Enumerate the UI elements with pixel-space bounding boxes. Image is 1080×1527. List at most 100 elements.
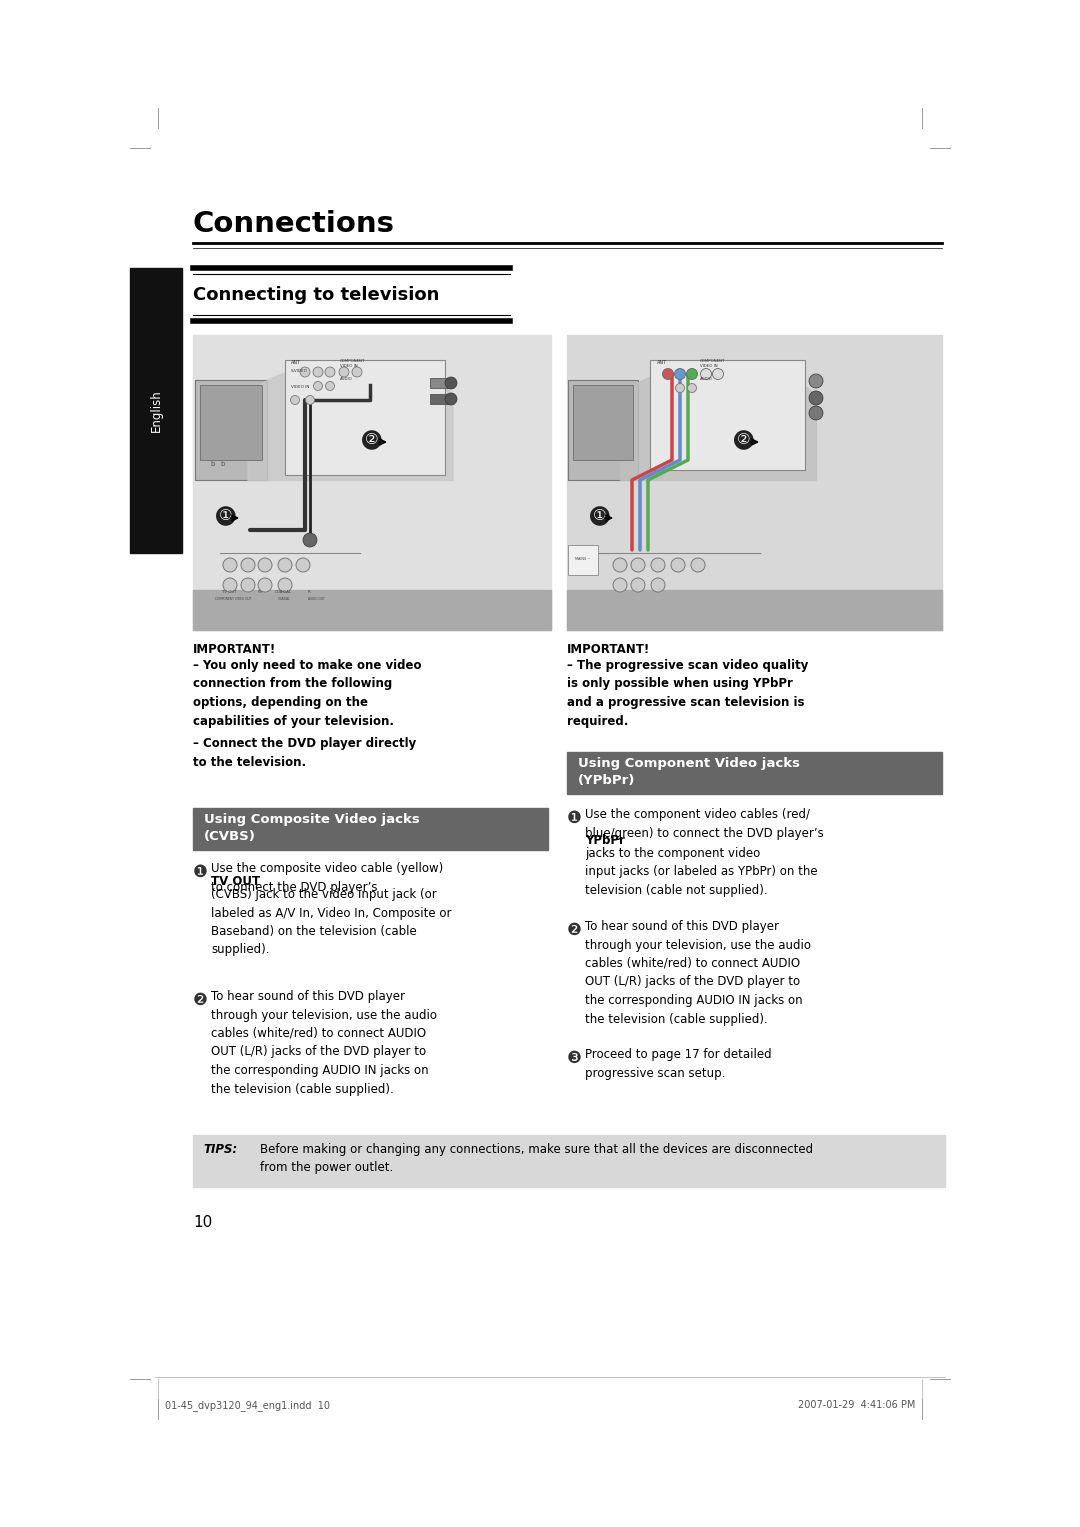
Circle shape [241,557,255,573]
Bar [193,334,551,631]
Bar [430,394,448,405]
Circle shape [445,392,457,405]
Text: b: b [220,461,225,467]
Text: IMPORTANT!: IMPORTANT! [193,643,276,657]
Circle shape [313,366,323,377]
Text: – Connect the DVD player directly
to the television.: – Connect the DVD player directly to the… [193,738,416,768]
Text: To hear sound of this DVD player
through your television, use the audio
cables (: To hear sound of this DVD player through… [211,989,437,1095]
Text: Using Composite Video jacks: Using Composite Video jacks [204,812,420,826]
Bar [568,380,638,479]
Bar [567,751,942,794]
Text: Using Component Video jacks: Using Component Video jacks [578,757,800,770]
Circle shape [325,382,335,391]
Bar [193,808,548,851]
Circle shape [296,557,310,573]
Bar [285,360,445,475]
Circle shape [651,557,665,573]
Text: AUDIO: AUDIO [340,377,353,382]
Text: IMPORTANT!: IMPORTANT! [567,643,650,657]
Text: VIDEO IN: VIDEO IN [700,363,717,368]
Text: TV OUT: TV OUT [222,589,237,594]
Circle shape [675,383,685,392]
Bar [193,589,551,631]
Text: Pb: Pb [258,589,262,594]
Bar [567,334,942,631]
Circle shape [300,366,310,377]
Circle shape [671,557,685,573]
Bar [200,385,262,460]
Circle shape [651,579,665,592]
Text: ❷: ❷ [567,921,582,939]
Text: TIPS:: TIPS: [203,1144,238,1156]
Text: ①: ① [219,508,232,524]
Circle shape [631,579,645,592]
Text: Connections: Connections [193,211,395,238]
Circle shape [278,557,292,573]
Text: 2007-01-29  4:41:06 PM: 2007-01-29 4:41:06 PM [798,1400,915,1409]
Text: ②: ② [737,432,751,447]
Circle shape [258,579,272,592]
Circle shape [241,579,255,592]
Text: COMPONENT: COMPONENT [700,359,726,363]
Circle shape [675,368,686,380]
Circle shape [258,557,272,573]
Circle shape [687,368,698,380]
Circle shape [809,391,823,405]
Circle shape [325,366,335,377]
Text: S-VIDEO: S-VIDEO [291,370,308,373]
Bar [650,360,805,470]
Text: TV OUT: TV OUT [211,875,260,889]
Text: AUDIO: AUDIO [700,377,713,382]
Text: VIDEO IN: VIDEO IN [340,363,357,368]
Text: ANT: ANT [291,360,301,365]
Text: – You only need to make one video
connection from the following
options, dependi: – You only need to make one video connec… [193,660,421,727]
Text: YPbPr: YPbPr [585,834,625,847]
Circle shape [291,395,299,405]
Text: ❶: ❶ [193,863,207,881]
Circle shape [303,533,318,547]
Text: b: b [210,461,214,467]
Bar [568,545,598,576]
Bar [573,385,633,460]
Bar [193,1135,945,1186]
Circle shape [222,579,237,592]
Circle shape [352,366,362,377]
Bar [430,379,448,388]
Circle shape [222,557,237,573]
Text: English: English [149,389,162,432]
Text: To hear sound of this DVD player
through your television, use the audio
cables (: To hear sound of this DVD player through… [585,919,811,1026]
Text: COMPONENT: COMPONENT [340,359,365,363]
Text: 10: 10 [193,1215,213,1231]
Text: jacks to the component video
input jacks (or labeled as YPbPr) on the
television: jacks to the component video input jacks… [585,847,818,896]
Text: 01-45_dvp3120_94_eng1.indd  10: 01-45_dvp3120_94_eng1.indd 10 [165,1400,330,1411]
Text: VIDEO IN: VIDEO IN [291,385,309,389]
Bar [130,269,183,553]
Text: – The progressive scan video quality
is only possible when using YPbPr
and a pro: – The progressive scan video quality is … [567,660,808,727]
Text: COAXIAL: COAXIAL [278,597,291,602]
Circle shape [306,395,314,405]
Circle shape [339,366,349,377]
Text: ❸: ❸ [567,1049,582,1067]
Circle shape [631,557,645,573]
Text: ②: ② [365,432,379,447]
Circle shape [701,368,712,380]
Circle shape [278,579,292,592]
Circle shape [713,368,724,380]
Circle shape [613,557,627,573]
Text: ANT: ANT [657,360,667,365]
Text: Use the composite video cable (yellow)
to connect the DVD player’s: Use the composite video cable (yellow) t… [211,863,443,893]
Circle shape [313,382,323,391]
Text: Before making or changing any connections, make sure that all the devices are di: Before making or changing any connection… [260,1144,813,1174]
Text: R: R [308,589,311,594]
Circle shape [662,368,674,380]
Text: COAXIAL: COAXIAL [275,589,292,594]
Circle shape [691,557,705,573]
Circle shape [445,377,457,389]
Bar [567,589,942,631]
Text: Use the component video cables (red/
blue/green) to connect the DVD player’s: Use the component video cables (red/ blu… [585,808,824,840]
Text: COMPONENT VIDEO OUT: COMPONENT VIDEO OUT [215,597,252,602]
Text: (CVBS) jack to the video input jack (or
labeled as A/V In, Video In, Composite o: (CVBS) jack to the video input jack (or … [211,889,451,956]
Text: Proceed to page 17 for detailed
progressive scan setup.: Proceed to page 17 for detailed progress… [585,1048,771,1080]
Text: ❶: ❶ [567,809,582,828]
Text: (CVBS): (CVBS) [204,831,256,843]
